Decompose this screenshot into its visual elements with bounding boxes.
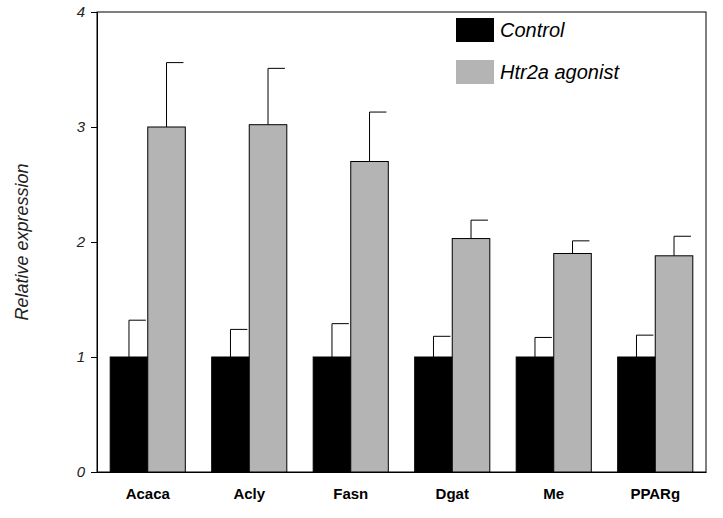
- plot: 0 1 2 3 4 Acaca Acly Fasn Dgat Me PPARg Control Htr2…: [76, 3, 707, 501]
- y-tick-mark: [91, 242, 97, 243]
- y-tick-label: 0: [77, 463, 86, 480]
- y-tick-label: 1: [77, 348, 85, 365]
- x-tick: Fasn: [333, 472, 368, 502]
- error-bar: [534, 337, 535, 357]
- x-axis-line: [98, 472, 707, 473]
- legend-label: Htr2a agonist: [500, 61, 620, 83]
- bar: [516, 357, 554, 472]
- x-tick-label: Acaca: [126, 485, 171, 502]
- error-cap: [167, 62, 184, 63]
- y-axis: 0 1 2 3 4: [76, 3, 98, 480]
- error-bar: [230, 329, 231, 357]
- bar: [655, 256, 693, 472]
- legend: Control Htr2a agonist: [456, 18, 620, 84]
- bar: [313, 357, 351, 472]
- y-tick-mark: [91, 357, 97, 358]
- series: [148, 63, 693, 472]
- error-bar: [572, 241, 573, 254]
- y-tick: 0: [77, 463, 97, 480]
- error-bar: [166, 63, 167, 127]
- error-cap: [471, 220, 488, 221]
- x-tick-label: Me: [543, 485, 564, 502]
- error-bar: [674, 236, 675, 256]
- bar: [249, 125, 287, 472]
- x-tick: Acaca: [126, 472, 171, 502]
- y-tick-label: 2: [76, 233, 86, 250]
- legend-item: Htr2a agonist: [456, 60, 620, 84]
- bar: [415, 357, 453, 472]
- error-cap: [636, 335, 653, 336]
- legend-swatch: [456, 18, 494, 42]
- x-tick-label: Dgat: [436, 485, 469, 502]
- y-tick-mark: [91, 12, 97, 13]
- error-cap: [433, 336, 450, 337]
- error-bar: [268, 68, 269, 124]
- error-cap: [332, 323, 349, 324]
- y-tick: 1: [77, 348, 97, 365]
- y-axis-title: Relative expression: [12, 163, 32, 320]
- y-tick-label: 4: [77, 3, 85, 20]
- bar: [212, 357, 250, 472]
- x-tick-label: PPARg: [630, 485, 680, 502]
- x-axis: Acaca Acly Fasn Dgat Me PPARg: [98, 472, 707, 502]
- plot-frame: [97, 12, 706, 472]
- marks: [110, 63, 693, 472]
- error-cap: [674, 236, 691, 237]
- y-tick: 4: [77, 3, 97, 20]
- error-bar: [471, 220, 472, 238]
- error-bar: [433, 336, 434, 357]
- y-tick-label: 3: [77, 118, 86, 135]
- error-bar: [369, 112, 370, 161]
- bar: [148, 127, 186, 472]
- chart: 0 1 2 3 4 Acaca Acly Fasn Dgat Me PPARg Control Htr2…: [0, 0, 723, 518]
- x-tick: Acly: [233, 472, 265, 502]
- bar: [452, 239, 490, 472]
- error-cap: [230, 329, 247, 330]
- bar: [351, 162, 389, 473]
- x-tick-label: Fasn: [333, 485, 368, 502]
- error-cap: [129, 320, 146, 321]
- error-bar: [636, 335, 637, 357]
- x-tick: PPARg: [630, 472, 680, 502]
- error-cap: [535, 337, 552, 338]
- error-cap: [370, 112, 387, 113]
- legend-item: Control: [456, 18, 565, 42]
- bar: [618, 357, 656, 472]
- y-tick-mark: [91, 472, 97, 473]
- bar: [554, 254, 592, 473]
- error-cap: [573, 240, 590, 241]
- error-cap: [268, 68, 285, 69]
- y-axis-line: [91, 13, 98, 473]
- error-bar: [128, 320, 129, 357]
- y-tick: 2: [76, 233, 97, 250]
- legend-label: Control: [500, 19, 565, 41]
- y-tick-mark: [91, 127, 97, 128]
- y-tick: 3: [77, 118, 97, 135]
- error-bar: [331, 324, 332, 357]
- x-tick: Dgat: [436, 472, 469, 502]
- x-tick-label: Acly: [233, 485, 265, 502]
- x-tick: Me: [543, 472, 564, 502]
- bar: [110, 357, 148, 472]
- legend-swatch: [456, 60, 494, 84]
